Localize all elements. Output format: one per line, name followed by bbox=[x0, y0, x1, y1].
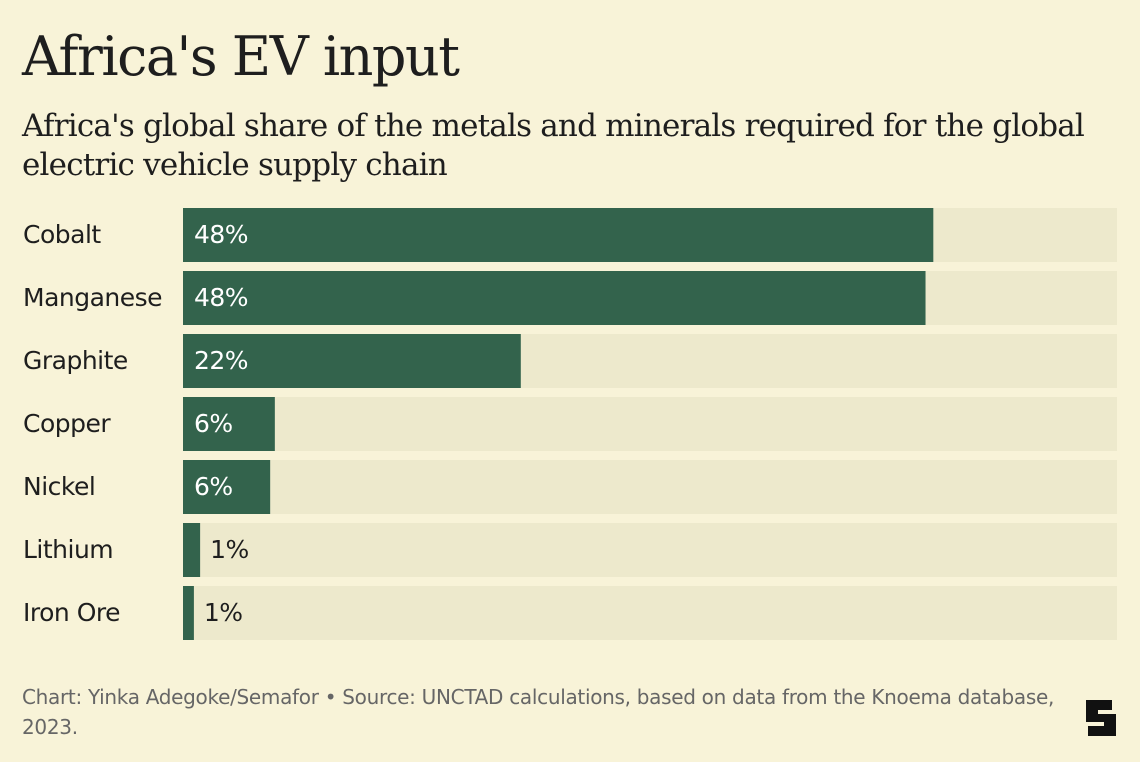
bar bbox=[183, 460, 271, 514]
value-label: 1% bbox=[204, 598, 243, 627]
logo bbox=[1086, 700, 1116, 736]
value-label: 22% bbox=[194, 346, 248, 375]
bar-track bbox=[183, 460, 1117, 514]
category-label: Iron Ore bbox=[23, 598, 120, 627]
bar bbox=[183, 523, 201, 577]
value-label: 1% bbox=[210, 535, 249, 564]
bar bbox=[183, 271, 926, 325]
source-note: Chart: Yinka Adegoke/Semafor • Source: U… bbox=[22, 685, 1055, 739]
value-label: 6% bbox=[194, 409, 233, 438]
chart-subtitle: Africa's global share of the metals and … bbox=[22, 108, 1085, 183]
bar bbox=[183, 397, 275, 451]
bar bbox=[183, 208, 934, 262]
category-label: Manganese bbox=[23, 283, 162, 312]
category-label: Copper bbox=[23, 409, 111, 438]
bar-track bbox=[183, 523, 1117, 577]
value-label: 48% bbox=[194, 283, 248, 312]
bar bbox=[183, 586, 194, 640]
value-label: 48% bbox=[194, 220, 248, 249]
bar-track bbox=[183, 397, 1117, 451]
category-label: Graphite bbox=[23, 346, 128, 375]
bar-track bbox=[183, 586, 1117, 640]
bar bbox=[183, 334, 521, 388]
value-label: 6% bbox=[194, 472, 233, 501]
category-label: Nickel bbox=[23, 472, 95, 501]
chart: Cobalt 48% Manganese 48% Graphite 22% Copper 6%… bbox=[23, 208, 1117, 640]
logo-shape bbox=[1086, 700, 1116, 736]
category-label: Lithium bbox=[23, 535, 113, 564]
chart-title: Africa's EV input bbox=[22, 25, 460, 88]
category-label: Cobalt bbox=[23, 220, 101, 249]
